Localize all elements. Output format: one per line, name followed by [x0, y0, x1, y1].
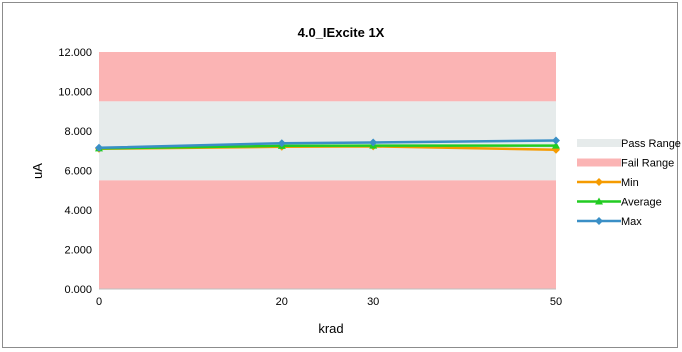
data-point-max: [552, 136, 560, 145]
y-tick-label: 0.000: [64, 284, 92, 296]
data-point-max: [95, 143, 103, 152]
y-tick-label: 6.000: [64, 166, 92, 178]
x-axis-label: krad: [318, 321, 343, 336]
y-tick-label: 8.000: [64, 126, 92, 138]
data-point-max: [277, 139, 286, 148]
y-tick-label: 12.000: [58, 47, 92, 59]
x-tick-label: 20: [276, 296, 288, 308]
legend-marker-average: [595, 197, 603, 205]
data-point-max: [369, 138, 378, 147]
series-line-max: [98, 139, 557, 150]
series-layer: [95, 136, 560, 154]
legend-marker-min: [595, 178, 603, 186]
y-axis-label: uA: [30, 163, 45, 179]
legend-swatch-fail-range: [577, 158, 621, 167]
y-tick-label: 2.000: [64, 245, 92, 257]
fail-range-band-lower: [99, 180, 556, 289]
legend-label-max: Max: [621, 216, 642, 228]
data-point-average: [552, 141, 560, 149]
legend-marker-max: [595, 217, 603, 225]
fail-range-band-upper: [99, 52, 556, 102]
plot-bands: [99, 52, 556, 290]
legend-label-fail-range: Fail Range: [621, 158, 674, 170]
legend-label-min: Min: [621, 177, 639, 189]
legend-label-average: Average: [621, 197, 662, 209]
y-tick-label: 10.000: [58, 87, 92, 99]
x-tick-label: 50: [550, 296, 562, 308]
chart-title: 4.0_IExcite 1X: [298, 25, 385, 40]
y-tick-label: 4.000: [64, 205, 92, 217]
legend-label-pass-range: Pass Range: [621, 138, 681, 150]
x-axis-ticks: 0 20 30 50: [96, 296, 562, 308]
x-tick-label: 0: [96, 296, 102, 308]
series-line-average: [98, 144, 556, 150]
legend-swatch-pass-range: [577, 139, 621, 147]
legend: Pass Range Fail Range Min Average Max: [577, 138, 681, 228]
x-tick-label: 30: [367, 296, 379, 308]
y-axis-ticks: 0.000 2.000 4.000 6.000 8.000 10.000 12.000: [58, 47, 92, 296]
